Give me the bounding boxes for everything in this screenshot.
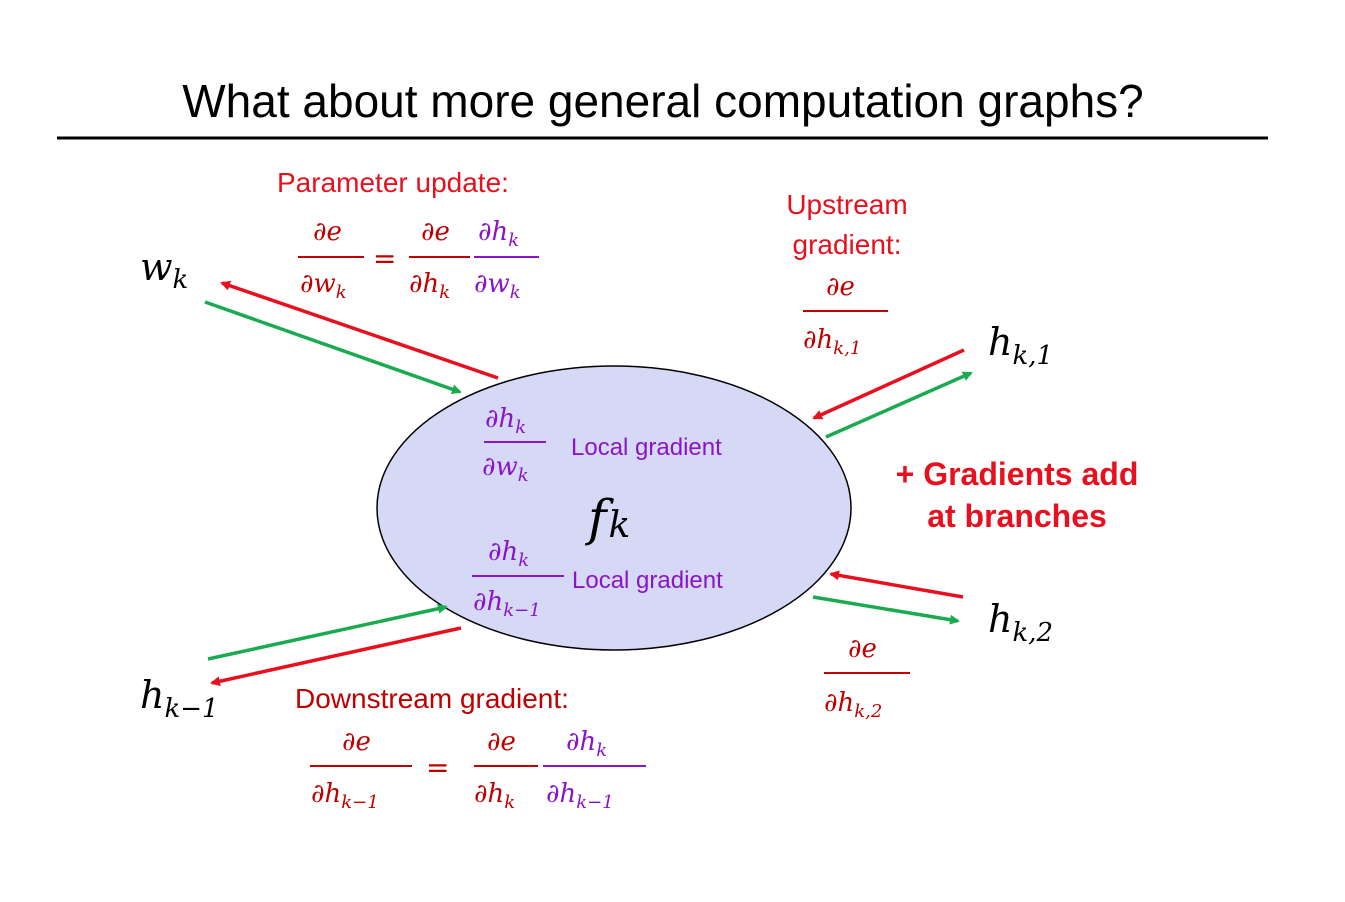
svg-text:∂e: ∂e (342, 727, 371, 757)
svg-text:∂wk: ∂wk (300, 269, 347, 303)
arrow-node-to-hk2 (812, 595, 960, 625)
local-gradient-h: ∂hk ∂hk−1 Local gradient (472, 537, 723, 621)
var-hk1: hk,1 (988, 320, 1053, 371)
var-hk2: hk,2 (988, 597, 1053, 648)
svg-text:=: = (373, 242, 396, 275)
branches-note-line1: + Gradients add (896, 456, 1139, 492)
downstream-label: Downstream gradient: (295, 683, 569, 714)
svg-text:∂hk: ∂hk (478, 217, 519, 251)
svg-text:∂wk: ∂wk (482, 452, 529, 486)
downstream-gradient-equation: ∂e ∂hk−1 = ∂e ∂hk ∂hk ∂hk−1 (310, 727, 646, 813)
svg-text:=: = (426, 751, 449, 784)
svg-text:∂hk,2: ∂hk,2 (824, 688, 882, 722)
arrow-grad-to-hkm1 (210, 626, 462, 687)
upstream-label-line2: gradient: (793, 229, 902, 260)
svg-text:∂e: ∂e (313, 217, 342, 247)
upstream-gradient-hk2: ∂e ∂hk,2 (824, 634, 910, 722)
arrow-grad-to-wk (220, 280, 499, 380)
svg-text:∂e: ∂e (487, 727, 516, 757)
node-fk (376, 365, 852, 651)
parameter-update-equation: ∂e ∂wk = ∂e ∂hk ∂hk ∂wk (298, 217, 539, 303)
parameter-update-label: Parameter update: (277, 167, 509, 198)
page-title: What about more general computation grap… (182, 75, 1143, 127)
branches-note-line2: at branches (927, 498, 1107, 534)
svg-text:∂wk: ∂wk (474, 269, 521, 303)
local-gradient-w: ∂hk ∂wk Local gradient (482, 404, 722, 486)
local-gradient-label-1: Local gradient (571, 434, 722, 461)
svg-text:∂hk: ∂hk (566, 727, 607, 761)
svg-text:∂e: ∂e (848, 634, 877, 664)
svg-text:∂hk: ∂hk (485, 404, 526, 438)
svg-text:∂hk: ∂hk (409, 269, 450, 303)
svg-text:∂hk: ∂hk (474, 779, 515, 813)
arrow-wk-to-node (204, 300, 462, 395)
svg-text:∂e: ∂e (421, 217, 450, 247)
svg-text:∂hk: ∂hk (488, 537, 529, 571)
arrow-grad-from-hk1 (812, 348, 965, 420)
local-gradient-label-2: Local gradient (572, 567, 723, 594)
var-wk: wk (140, 245, 188, 295)
upstream-gradient-hk1: ∂e ∂hk,1 (803, 272, 888, 359)
arrow-node-to-hk1 (825, 371, 973, 439)
svg-text:∂hk−1: ∂hk−1 (311, 779, 379, 813)
upstream-label-line1: Upstream (786, 189, 907, 220)
svg-text:∂hk−1: ∂hk−1 (473, 587, 541, 621)
arrow-grad-from-hk2 (829, 570, 964, 599)
svg-text:∂e: ∂e (826, 272, 855, 302)
arrow-hkm1-to-node (207, 603, 448, 661)
var-hkm1: hk−1 (140, 673, 219, 724)
svg-text:∂hk−1: ∂hk−1 (546, 779, 614, 813)
svg-text:∂hk,1: ∂hk,1 (803, 325, 861, 359)
